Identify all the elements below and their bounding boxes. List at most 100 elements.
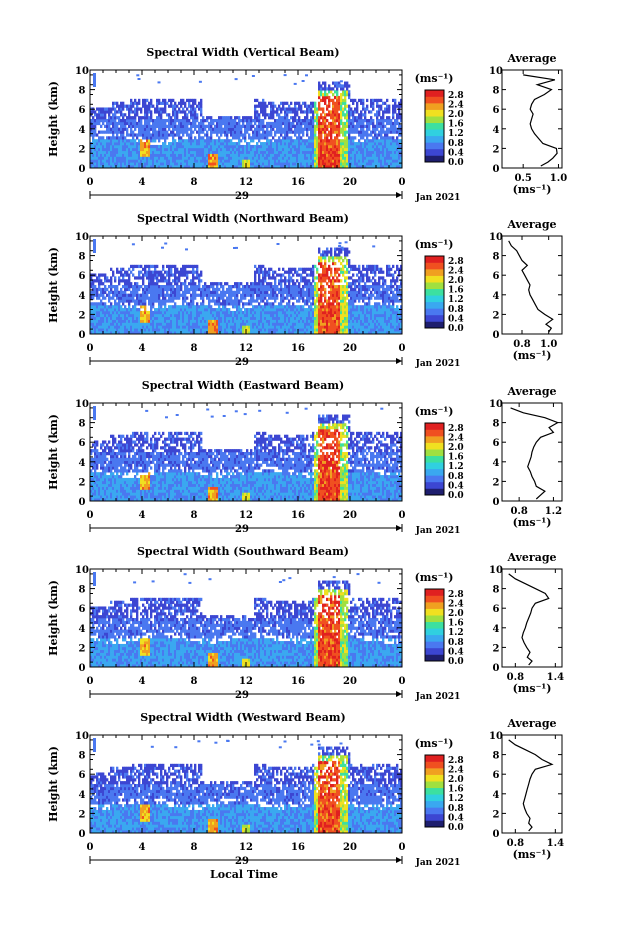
heatmap-cell xyxy=(184,322,186,325)
heatmap-cell xyxy=(248,302,250,305)
heatmap-cell xyxy=(172,273,174,276)
heatmap-cell xyxy=(398,105,400,108)
heatmap-cell xyxy=(272,154,274,157)
heatmap-cell xyxy=(374,125,376,128)
heatmap-cell xyxy=(280,154,282,157)
heatmap-cell xyxy=(260,105,262,108)
heatmap-cell xyxy=(256,99,258,102)
heatmap-cell xyxy=(324,159,326,162)
heatmap-cell xyxy=(328,154,330,157)
heatmap-cell xyxy=(238,311,240,314)
heatmap-cell xyxy=(166,102,168,105)
heatmap-cell xyxy=(140,285,142,288)
heatmap-cell xyxy=(178,322,180,325)
heatmap-cell xyxy=(100,273,102,276)
heatmap-cell xyxy=(282,305,284,308)
heatmap-cell xyxy=(318,148,320,151)
heatmap-cell xyxy=(346,84,348,87)
heatmap-cell xyxy=(272,136,274,139)
heatmap-cell xyxy=(270,133,272,136)
heatmap-cell xyxy=(158,305,160,308)
heatmap-cell xyxy=(182,314,184,317)
heatmap-cell xyxy=(348,119,350,122)
heatmap-cell xyxy=(136,297,138,300)
heatmap-cell xyxy=(238,325,240,328)
heatmap-cell xyxy=(282,308,284,311)
heatmap-cell xyxy=(124,317,126,320)
heatmap-cell xyxy=(240,151,242,154)
heatmap-cell xyxy=(326,133,328,136)
heatmap-cell xyxy=(158,154,160,157)
heatmap-cell xyxy=(372,122,374,125)
heatmap-cell xyxy=(174,156,176,159)
heatmap-cell xyxy=(352,154,354,157)
heatmap-cell xyxy=(104,297,106,300)
heatmap-cell xyxy=(156,299,158,302)
heatmap-cell xyxy=(168,156,170,159)
heatmap-cell xyxy=(108,113,110,116)
heatmap-cell xyxy=(280,107,282,110)
heatmap-cell xyxy=(96,116,98,119)
heatmap-cell xyxy=(272,276,274,279)
heatmap-cell xyxy=(148,136,150,139)
heatmap-cell xyxy=(198,145,200,148)
heatmap-cell xyxy=(130,291,132,294)
heatmap-cell xyxy=(190,110,192,113)
heatmap-cell xyxy=(106,279,108,282)
heatmap-cell xyxy=(264,322,266,325)
heatmap-cell xyxy=(252,299,254,302)
heatmap-cell xyxy=(188,102,190,105)
heatmap-cell xyxy=(236,131,238,134)
heatmap-cell xyxy=(260,294,262,297)
heatmap-cell xyxy=(300,107,302,110)
heatmap-cell xyxy=(254,299,256,302)
heatmap-cell xyxy=(170,131,172,134)
heatmap-cell xyxy=(286,122,288,125)
heatmap-cell xyxy=(254,273,256,276)
heatmap-cell xyxy=(112,317,114,320)
heatmap-cell xyxy=(188,302,190,305)
heatmap-cell xyxy=(326,128,328,131)
heatmap-cell xyxy=(290,156,292,159)
heatmap-cell xyxy=(192,105,194,108)
heatmap-cell xyxy=(120,125,122,128)
heatmap-cell xyxy=(174,145,176,148)
heatmap-cell xyxy=(192,320,194,323)
heatmap-cell xyxy=(176,317,178,320)
heatmap-cell xyxy=(172,322,174,325)
heatmap-cell xyxy=(100,311,102,314)
heatmap-cell xyxy=(230,299,232,302)
heatmap-cell xyxy=(302,156,304,159)
heatmap-cell xyxy=(264,110,266,113)
heatmap-cell xyxy=(228,311,230,314)
heatmap-cell xyxy=(284,110,286,113)
heatmap-cell xyxy=(150,119,152,122)
heatmap-cell xyxy=(182,297,184,300)
heatmap-cell xyxy=(158,156,160,159)
heatmap-cell xyxy=(120,151,122,154)
heatmap-cell xyxy=(114,294,116,297)
heatmap-cell xyxy=(224,142,226,145)
heatmap-cell xyxy=(262,308,264,311)
heatmap-cell xyxy=(276,317,278,320)
heatmap-cell xyxy=(286,110,288,113)
heatmap-cell xyxy=(182,119,184,122)
heatmap-cell xyxy=(222,285,224,288)
heatmap-cell xyxy=(104,154,106,157)
x-tick-label: 0 xyxy=(399,177,406,188)
heatmap-cell xyxy=(92,305,94,308)
heatmap-cell xyxy=(160,113,162,116)
heatmap-cell xyxy=(370,148,372,151)
heatmap-cell xyxy=(146,99,148,102)
heatmap-cell xyxy=(386,145,388,148)
heatmap-cell xyxy=(204,151,206,154)
heatmap-cell xyxy=(326,136,328,139)
heatmap-cell xyxy=(276,113,278,116)
heatmap-cell xyxy=(208,291,210,294)
heatmap-cell xyxy=(144,110,146,113)
heatmap-cell xyxy=(122,311,124,314)
heatmap-cell xyxy=(186,122,188,125)
heatmap-cell xyxy=(274,294,276,297)
heatmap-cell xyxy=(102,320,104,323)
heatmap-cell xyxy=(220,159,222,162)
